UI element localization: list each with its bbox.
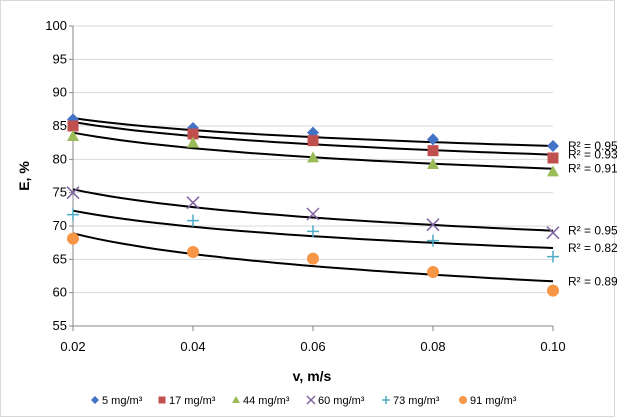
y-tick-label: 60 [53,285,67,300]
y-axis-title: E, % [16,161,32,191]
y-tick-label: 55 [53,318,67,333]
data-point-series-1 [187,128,199,140]
x-tick-label: 0.10 [540,339,565,354]
r2-label-series-0: R² = 0.95 [568,139,617,153]
data-point-series-5 [307,252,319,265]
y-tick-label: 90 [53,85,67,100]
legend-marker-series-5 [459,396,467,404]
data-point-series-3 [546,226,560,240]
y-tick-label: 100 [45,18,67,33]
legend-label-series-2: 44 mg/m³ [243,395,290,407]
grid-layer [73,25,553,327]
data-point-series-5 [427,266,439,278]
data-point-series-4 [427,234,439,247]
data-point-series-4 [307,225,319,238]
r2-label-series-2: R² = 0.91 [568,162,617,176]
data-point-series-2 [187,136,199,148]
legend-label-series-4: 73 mg/m³ [393,395,440,407]
y-tick-label: 70 [53,218,67,233]
x-tick-label: 0.06 [300,339,325,354]
r2-label-series-3: R² = 0.95 [568,224,617,238]
legend-label-series-5: 91 mg/m³ [470,395,517,407]
data-point-series-4 [187,214,199,227]
data-point-series-4 [67,208,79,221]
data-point-series-5 [67,232,79,245]
y-tick-label: 80 [53,151,67,166]
data-point-series-4 [547,250,559,263]
data-point-series-0 [547,140,559,152]
legend: 5 mg/m³ 17 mg/m³ 44 mg/m³ 60 mg/m³ 73 mg/m³ 9… [91,395,517,407]
data-point-series-2 [547,165,559,177]
y-tick-label: 65 [53,251,67,266]
trendline-3 [72,188,554,232]
legend-label-series-1: 17 mg/m³ [169,395,216,407]
legend-marker-series-2 [232,396,240,403]
data-point-series-2 [427,158,439,169]
r2-label-series-1: R² = 0.93 [568,148,617,162]
data-point-series-5 [547,284,559,297]
legend-marker-series-0 [91,396,99,404]
data-point-series-5 [187,246,199,258]
y-tick-label: 85 [53,118,67,133]
legend-marker-series-1 [158,396,166,404]
marker-layer [66,113,560,297]
x-tick-label: 0.02 [60,339,85,354]
x-tick-label: 0.08 [420,339,445,354]
axis-layer [69,25,554,331]
data-point-series-2 [67,130,79,141]
x-tick-label: 0.04 [180,339,205,354]
x-axis-title: v, m/s [293,368,332,384]
legend-marker-series-3 [306,395,316,405]
data-point-series-3 [306,207,320,221]
r2-label-series-5: R² = 0.89 [568,274,617,288]
legend-marker-series-4 [382,396,390,404]
data-point-series-0 [427,133,439,146]
legend-label-series-3: 60 mg/m³ [318,395,365,407]
r2-label-series-4: R² = 0.828 [568,241,617,255]
label-layer: 55 60 65 70 75 80 85 90 95 100 0.02 0.04 0.06 0.08 0.1… [45,18,617,354]
data-point-series-3 [186,196,200,210]
data-point-series-1 [547,152,559,164]
data-point-series-1 [307,135,319,147]
data-point-series-3 [66,186,80,200]
data-point-series-1 [67,120,79,132]
trendline-5 [72,232,554,283]
data-point-series-2 [307,151,319,163]
legend-label-series-0: 5 mg/m³ [102,395,143,407]
data-point-series-1 [427,145,439,157]
y-tick-label: 95 [53,51,67,66]
y-tick-label: 75 [53,185,67,200]
data-point-series-3 [426,218,440,232]
